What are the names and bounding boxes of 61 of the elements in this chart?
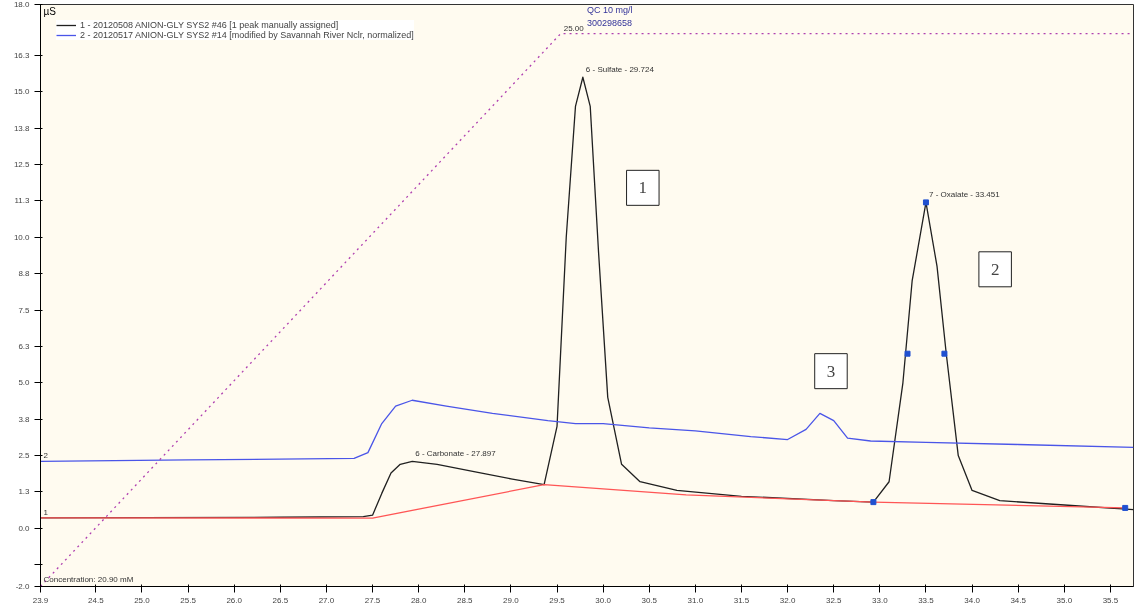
x-tick-label: 35.0 xyxy=(1056,595,1073,605)
x-tick-label: 35.5 xyxy=(1102,595,1119,605)
x-tick-label: 31.0 xyxy=(687,595,704,605)
annotation: 1 xyxy=(638,178,648,198)
point xyxy=(941,350,948,357)
x-tick-label: 27.0 xyxy=(318,595,335,605)
x-tick-label: 25.5 xyxy=(180,595,197,605)
x-tick-label: 28.5 xyxy=(457,595,474,605)
annotation: 25.00 xyxy=(563,23,585,33)
x-tick-label: 23.9 xyxy=(32,595,49,605)
x-tick-label: 24.5 xyxy=(88,595,105,605)
annotation: 7 - Oxalate - 33.451 xyxy=(928,190,1001,200)
annotation: 2 xyxy=(43,451,49,461)
point xyxy=(870,499,877,506)
y-tick-label: 12.5 xyxy=(13,160,31,170)
y-tick-label: 8.8 xyxy=(18,269,31,279)
y-tick-label: 7.5 xyxy=(18,305,31,315)
x-tick-label: 28.0 xyxy=(410,595,427,605)
point xyxy=(1122,504,1129,511)
y-tick-label: 6.3 xyxy=(18,341,31,351)
x-tick-label: 33.0 xyxy=(872,595,889,605)
line-series xyxy=(40,399,1134,463)
annotation: 1 xyxy=(43,507,49,517)
x-tick-label: 34.5 xyxy=(1010,595,1027,605)
annotation: 2 xyxy=(990,259,1000,279)
x-tick-label: 29.0 xyxy=(503,595,520,605)
annotation: 300298658 xyxy=(587,17,633,28)
y-axis-title: µS xyxy=(43,5,57,17)
x-tick-label: 34.0 xyxy=(964,595,981,605)
x-tick-label: 26.0 xyxy=(226,595,243,605)
annotation: Concentration: 20.90 mM xyxy=(43,574,134,584)
y-tick-label: 0.0 xyxy=(18,523,31,533)
x-tick-label: 27.5 xyxy=(364,595,381,605)
y-tick-label: 3.8 xyxy=(18,414,31,424)
y-tick-label: -2.0 xyxy=(15,582,31,591)
legend-label: 2 - 20120517 ANION-GLY SYS2 #14 [modified by Savannah River Nclr, normalized] xyxy=(80,30,414,40)
annotation: 3 xyxy=(826,361,836,381)
legend-label: 1 - 20120508 ANION-GLY SYS2 #46 [1 peak manually assigned] xyxy=(80,20,339,30)
y-tick-label: 16.3 xyxy=(13,50,31,60)
x-tick-label: 29.5 xyxy=(549,595,566,605)
point xyxy=(904,350,911,357)
annotation: 6 - Sulfate - 29.724 xyxy=(585,65,655,75)
x-tick-label: 30.5 xyxy=(641,595,658,605)
annotation: 6 - Carbonate - 27.897 xyxy=(415,449,497,459)
y-tick-label: 15.0 xyxy=(13,87,31,97)
x-tick-label: 32.0 xyxy=(779,595,796,605)
x-tick-label: 30.0 xyxy=(595,595,612,605)
y-tick-label: 2.5 xyxy=(18,451,31,461)
x-tick-label: 31.5 xyxy=(733,595,750,605)
x-tick-label: 25.0 xyxy=(134,595,151,605)
x-tick-label: 33.5 xyxy=(918,595,935,605)
y-tick-label: 10.0 xyxy=(13,232,31,242)
x-tick-label: 26.5 xyxy=(272,595,289,605)
y-tick-label: 11.3 xyxy=(14,196,31,206)
x-tick-label: 32.5 xyxy=(825,595,843,605)
annotation: QC 10 mg/l xyxy=(587,4,633,15)
y-tick-label: 13.8 xyxy=(13,123,31,133)
y-tick-label: 18.0 xyxy=(13,0,31,9)
point xyxy=(922,199,929,206)
y-tick-label: 5.0 xyxy=(18,378,31,388)
y-tick-label: 1.3 xyxy=(18,487,31,497)
